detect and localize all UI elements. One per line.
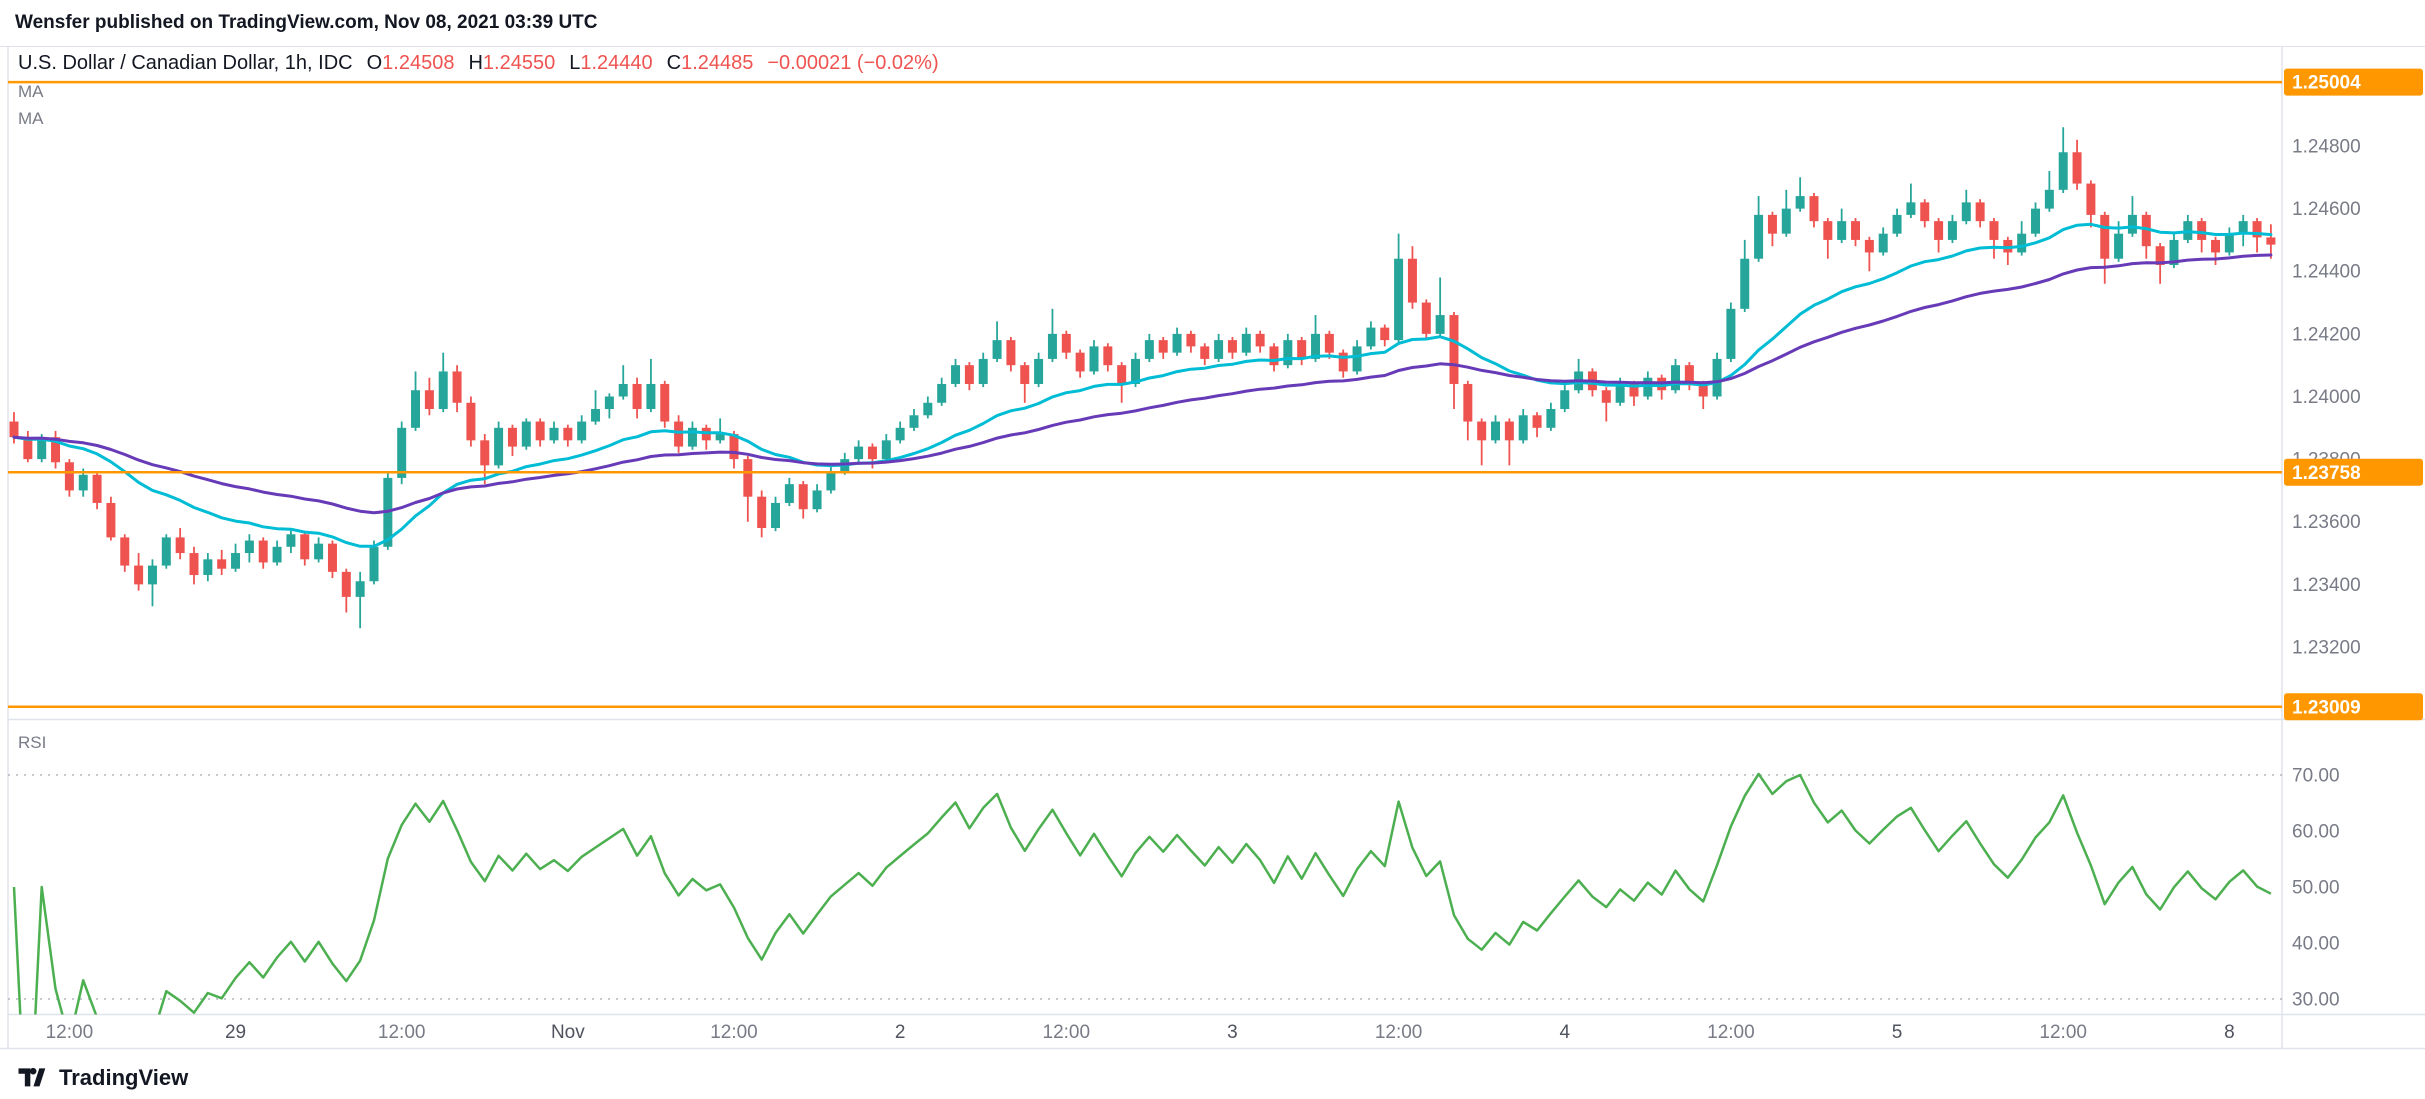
svg-text:60.00: 60.00 [2292, 822, 2340, 843]
ohlc-close: C1.24485 [667, 52, 754, 75]
price-level-tag[interactable]: 1.23758 [2284, 458, 2423, 486]
ma-line-1[interactable] [12, 222, 2273, 548]
ohlc-close-value: 1.24485 [681, 52, 754, 74]
svg-text:1.23600: 1.23600 [2292, 512, 2361, 533]
svg-text:30.00: 30.00 [2292, 990, 2340, 1011]
ohlc-high-label: H [468, 52, 483, 74]
svg-text:1.24000: 1.24000 [2292, 387, 2361, 408]
svg-text:4: 4 [1559, 1022, 1570, 1043]
rsi-line [12, 772, 2272, 1015]
svg-text:8: 8 [2224, 1022, 2235, 1043]
ma-line-2[interactable] [12, 253, 2273, 515]
svg-text:1.23009: 1.23009 [2292, 697, 2361, 718]
price-level-tag[interactable]: 1.23009 [2284, 693, 2423, 721]
ohlc-low-label: L [569, 52, 581, 74]
ohlc-low: L1.24440 [569, 52, 652, 75]
svg-text:1.24200: 1.24200 [2292, 324, 2361, 345]
price-pane[interactable] [9, 127, 2276, 629]
ohlc-open-value: 1.24508 [382, 52, 455, 74]
price-change: −0.00021 (−0.02%) [767, 52, 939, 74]
tradingview-footer: TradingView [0, 1056, 2425, 1099]
candles [9, 127, 2276, 629]
svg-text:12:00: 12:00 [710, 1022, 758, 1043]
rsi-band-lines [8, 774, 2282, 1000]
ohlc-low-value: 1.24440 [580, 52, 653, 74]
svg-text:1.24800: 1.24800 [2292, 137, 2361, 158]
ma-indicator-label-2[interactable]: MA [18, 109, 44, 128]
svg-text:1.24400: 1.24400 [2292, 262, 2361, 283]
svg-text:50.00: 50.00 [2292, 878, 2340, 899]
ma-indicator-label-1[interactable]: MA [18, 82, 44, 101]
ohlc-open: O1.24508 [367, 52, 455, 75]
svg-text:29: 29 [225, 1022, 246, 1043]
pane-borders [0, 47, 2425, 1050]
rsi-indicator-label[interactable]: RSI [18, 733, 47, 752]
ohlc-high: H1.24550 [468, 52, 555, 75]
price-axis[interactable]: 1.248001.246001.244001.242001.240001.238… [2284, 68, 2423, 1011]
ohlc-close-label: C [666, 52, 682, 74]
svg-text:12:00: 12:00 [1375, 1022, 1423, 1043]
tradingview-wordmark[interactable]: TradingView [59, 1064, 189, 1090]
tradingview-logo-icon[interactable] [16, 1064, 48, 1091]
time-axis[interactable]: 12:00 29 12:00 Nov 12:00 2 12:00 3 12:00 4 12:00 5 1… [46, 1022, 2235, 1043]
svg-text:12:00: 12:00 [46, 1022, 94, 1043]
svg-text:12:00: 12:00 [2039, 1022, 2087, 1043]
publish-text: Wensfer published on TradingView.com, No… [15, 12, 598, 33]
svg-text:1.23758: 1.23758 [2292, 463, 2361, 484]
svg-text:3: 3 [1227, 1022, 1238, 1043]
chart-legend: U.S. Dollar / Canadian Dollar, 1h, IDC O… [18, 52, 939, 129]
svg-text:5: 5 [1892, 1022, 1903, 1043]
svg-text:Nov: Nov [551, 1022, 585, 1043]
svg-text:40.00: 40.00 [2292, 934, 2340, 955]
svg-text:1.24600: 1.24600 [2292, 199, 2361, 220]
svg-text:12:00: 12:00 [1707, 1022, 1755, 1043]
svg-text:1.25004: 1.25004 [2292, 73, 2361, 94]
svg-text:1.23200: 1.23200 [2292, 637, 2361, 658]
svg-text:12:00: 12:00 [1043, 1022, 1091, 1043]
symbol-header-row: U.S. Dollar / Canadian Dollar, 1h, IDC O… [18, 52, 939, 75]
horizontal-level-lines[interactable] [8, 80, 2282, 709]
ohlc-high-value: 1.24550 [482, 52, 556, 74]
svg-text:12:00: 12:00 [378, 1022, 426, 1043]
svg-text:70.00: 70.00 [2292, 766, 2340, 787]
symbol-title[interactable]: U.S. Dollar / Canadian Dollar, 1h, IDC [18, 52, 353, 74]
svg-text:1.23400: 1.23400 [2292, 575, 2361, 596]
publish-bar: Wensfer published on TradingView.com, No… [0, 0, 2425, 47]
rsi-pane[interactable] [12, 772, 2272, 1099]
svg-text:2: 2 [895, 1022, 906, 1043]
price-level-tag[interactable]: 1.25004 [2284, 68, 2423, 96]
ohlc-open-label: O [366, 52, 383, 74]
